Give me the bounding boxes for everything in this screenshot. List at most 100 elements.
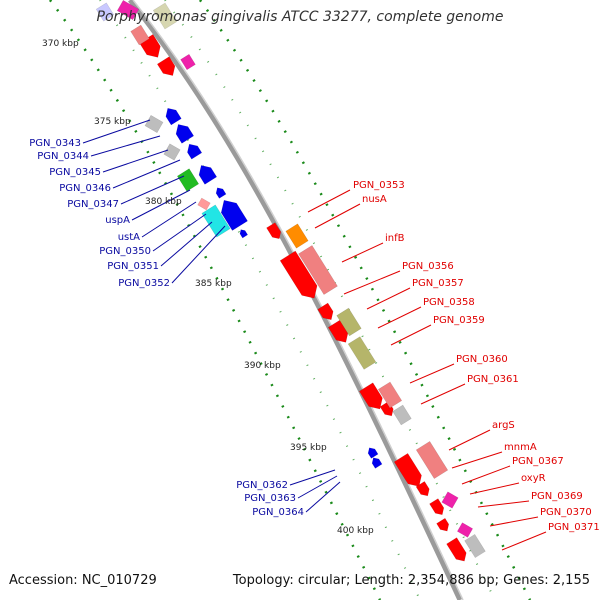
feature-pgn0371: [446, 537, 467, 562]
feature-pgn0344-body: [144, 114, 164, 134]
leader-right-3: [343, 270, 401, 295]
gene-label-pgn0345[interactable]: PGN_0345: [49, 167, 101, 178]
feature-pgn0362: [367, 447, 379, 459]
feature-pgn0370-b-body: [456, 522, 474, 538]
feature-usta-body: [176, 168, 200, 192]
feature-pgn0352: [220, 199, 248, 231]
leader-right-6: [390, 324, 432, 346]
feature-oxyr-body: [429, 498, 445, 516]
scale-375-label: 375 kbp: [94, 117, 131, 127]
feature-top-salmon: [130, 24, 150, 46]
feature-args-body: [393, 452, 422, 487]
feature-pgn0369-body: [441, 491, 459, 509]
topology-text: Topology: circular; Length: 2,354,886 bp…: [232, 573, 590, 588]
feature-top-pink-b-body: [180, 53, 196, 71]
leader-left-9: [171, 225, 226, 284]
gene-label-pgn0352[interactable]: PGN_0352: [118, 278, 170, 289]
feature-pgn0358: [336, 307, 362, 337]
gene-label-pgn0357[interactable]: PGN_0357: [412, 278, 464, 289]
gene-label-pgn0360[interactable]: PGN_0360: [456, 354, 508, 365]
leader-left-2: [102, 149, 169, 173]
genome-backbone: [128, 0, 463, 602]
feature-pgn0353: [266, 222, 282, 240]
label-leaders: [82, 119, 547, 551]
feature-pgn0369: [441, 491, 459, 509]
feature-infb-body: [279, 250, 318, 299]
scale-400-label: 400 kbp: [337, 526, 374, 536]
gene-label-pgn0358[interactable]: PGN_0358: [423, 297, 475, 308]
leader-right-10: [451, 451, 503, 469]
feature-pgn0367-body: [415, 481, 430, 497]
gene-label-uspa[interactable]: uspA: [105, 215, 130, 226]
gene-label-pgn0346[interactable]: PGN_0346: [59, 183, 111, 194]
feature-pgn0345-body: [175, 124, 195, 144]
gene-label-nusa[interactable]: nusA: [362, 194, 387, 205]
gene-label-pgn0363[interactable]: PGN_0363: [244, 493, 296, 504]
gene-label-pgn0343[interactable]: PGN_0343: [29, 138, 81, 149]
scale-390-label: 390 kbp: [244, 361, 281, 371]
feature-pgn0371-b-body: [464, 533, 486, 559]
leader-left-12: [305, 481, 341, 513]
gene-label-pgn0362[interactable]: PGN_0362: [236, 480, 288, 491]
leader-right-1: [314, 203, 361, 229]
feature-uspa: [198, 165, 218, 185]
feature-pgn0350: [197, 197, 211, 211]
gene-label-oxyr[interactable]: oxyR: [521, 473, 546, 484]
gene-label-pgn0344[interactable]: PGN_0344: [37, 151, 89, 162]
gene-label-pgn0347[interactable]: PGN_0347: [67, 199, 119, 210]
feature-pgn0351-body: [201, 204, 231, 238]
gene-label-pgn0356[interactable]: PGN_0356: [402, 261, 454, 272]
leader-left-0: [82, 119, 151, 144]
feature-top-olive-body: [152, 2, 178, 30]
leader-right-13: [477, 500, 530, 508]
scale-385-label: 385 kbp: [195, 279, 232, 289]
leader-right-9: [448, 429, 491, 451]
gene-label-usta[interactable]: ustA: [118, 232, 140, 243]
gene-label-mnma[interactable]: mnmA: [504, 442, 537, 453]
feature-top-salmon-body: [130, 24, 150, 46]
accession-text: Accession: NC_010729: [9, 573, 157, 588]
leader-right-8: [420, 383, 466, 405]
feature-infb: [279, 250, 318, 299]
feature-pgn0367: [415, 481, 430, 497]
feature-infb-b-body: [298, 245, 338, 295]
leader-left-10: [289, 469, 336, 486]
feature-infb-b: [298, 245, 338, 295]
feature-args: [393, 452, 422, 487]
gene-label-pgn0350[interactable]: PGN_0350: [99, 246, 151, 257]
leader-left-8: [160, 221, 213, 267]
feature-pgn0360-b-body: [377, 381, 403, 409]
feature-pgn0362-body: [367, 447, 379, 459]
gene-label-pgn0359[interactable]: PGN_0359: [433, 315, 485, 326]
feature-pgn0351: [201, 204, 231, 238]
leader-left-4: [120, 175, 185, 205]
feature-pgn0360-body: [358, 382, 383, 410]
tick-rings: [48, 0, 532, 601]
gene-label-pgn0364[interactable]: PGN_0364: [252, 507, 304, 518]
feature-uspa-body: [198, 165, 218, 185]
gene-label-pgn0370[interactable]: PGN_0370: [540, 507, 592, 518]
feature-oxyr: [429, 498, 445, 516]
feature-mnma-body: [415, 440, 449, 480]
feature-top-olive: [152, 2, 178, 30]
leader-right-15: [501, 531, 547, 551]
feature-small-blue-body: [215, 187, 227, 199]
feature-pgn0361: [392, 404, 412, 426]
leader-right-14: [489, 516, 539, 527]
leader-right-2: [341, 242, 384, 263]
gene-label-pgn0367[interactable]: PGN_0367: [512, 456, 564, 467]
feature-tiny-blue-body: [239, 229, 249, 239]
gene-label-args[interactable]: argS: [492, 420, 515, 431]
gene-label-pgn0371[interactable]: PGN_0371: [548, 522, 600, 533]
tick-ring-outer: [48, 0, 382, 601]
feature-pgn0343-body: [165, 107, 182, 126]
gene-label-pgn0353[interactable]: PGN_0353: [353, 180, 405, 191]
gene-label-pgn0369[interactable]: PGN_0369: [531, 491, 583, 502]
feature-pgn0346-body: [163, 143, 181, 161]
gene-label-infb[interactable]: infB: [385, 233, 405, 244]
gene-label-pgn0351[interactable]: PGN_0351: [107, 261, 159, 272]
feature-pgn0360-b: [377, 381, 403, 409]
gene-label-pgn0361[interactable]: PGN_0361: [467, 374, 519, 385]
